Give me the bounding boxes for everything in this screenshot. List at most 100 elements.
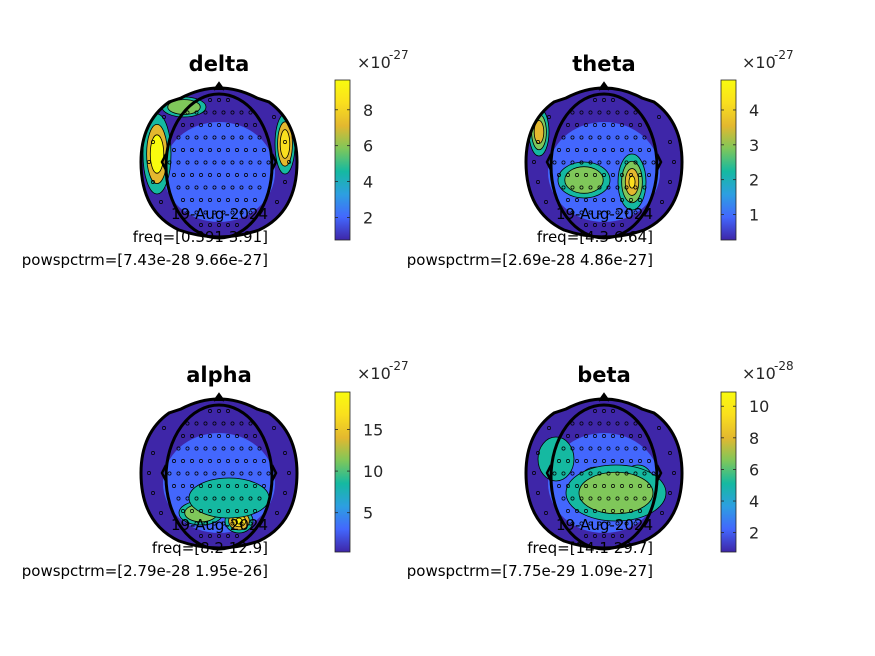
electrode bbox=[561, 185, 566, 190]
electrode bbox=[532, 160, 536, 164]
electrode bbox=[235, 148, 239, 152]
electrode bbox=[185, 471, 190, 476]
colorbar-multiplier: ×10 bbox=[742, 53, 776, 72]
electrode bbox=[248, 185, 253, 190]
electrode bbox=[606, 446, 611, 451]
electrode bbox=[212, 110, 217, 115]
panel-alpha: alpha 5 10 15 ×10 -27 19-Aug-2024 freq=[8.… bbox=[22, 359, 409, 580]
electrode bbox=[620, 223, 624, 227]
electrode bbox=[532, 471, 536, 475]
electrode bbox=[194, 421, 199, 426]
electrode bbox=[248, 135, 253, 140]
topoplot-beta bbox=[524, 392, 684, 551]
electrode bbox=[203, 471, 208, 476]
electrode bbox=[633, 421, 638, 426]
electrode bbox=[253, 434, 257, 438]
electrode bbox=[151, 491, 155, 495]
colorbar-alpha: 5 10 15 bbox=[334, 391, 383, 553]
colorbar-tick-label: 10 bbox=[363, 462, 383, 481]
electrode bbox=[176, 135, 181, 140]
electrode bbox=[579, 160, 584, 165]
electrode bbox=[642, 185, 647, 190]
electrode bbox=[651, 160, 656, 165]
electrode bbox=[239, 521, 244, 526]
electrode bbox=[575, 198, 579, 202]
electrode bbox=[660, 511, 664, 515]
electrode bbox=[624, 446, 629, 451]
electrode bbox=[620, 484, 624, 488]
electrode bbox=[629, 198, 633, 202]
electrode bbox=[253, 459, 257, 463]
electrode bbox=[162, 115, 166, 119]
electrode bbox=[536, 451, 540, 455]
electrode bbox=[611, 484, 615, 488]
electrode-markers bbox=[147, 409, 291, 538]
left-ear bbox=[545, 464, 553, 482]
electrode bbox=[226, 509, 230, 513]
electrode bbox=[611, 223, 615, 227]
left-ear bbox=[545, 153, 553, 171]
info-freq: freq=[8.2 12.9] bbox=[152, 539, 268, 557]
electrode bbox=[239, 446, 244, 451]
electrode bbox=[244, 509, 248, 513]
electrode bbox=[221, 160, 226, 165]
electrode bbox=[159, 200, 163, 204]
colorbar-exponent: -27 bbox=[389, 359, 409, 373]
electrode bbox=[561, 471, 566, 476]
electrode bbox=[199, 123, 203, 127]
info-date: 19-Aug-2024 bbox=[171, 205, 268, 223]
panel-title: theta bbox=[572, 52, 635, 76]
electrode bbox=[253, 484, 257, 488]
electrode bbox=[235, 198, 239, 202]
electrode bbox=[584, 534, 588, 538]
contour-level bbox=[149, 134, 165, 174]
electrode bbox=[230, 521, 235, 526]
electrode bbox=[575, 459, 579, 463]
electrode bbox=[584, 434, 588, 438]
electrode bbox=[244, 123, 248, 127]
electrode bbox=[557, 459, 561, 463]
electrode bbox=[185, 135, 190, 140]
electrode bbox=[579, 496, 584, 501]
electrode bbox=[253, 198, 257, 202]
electrode bbox=[570, 210, 575, 215]
colorbar-tick-label: 8 bbox=[749, 429, 759, 448]
electrode bbox=[283, 451, 287, 455]
electrode bbox=[287, 471, 291, 475]
electrode bbox=[579, 210, 584, 215]
electrode bbox=[602, 148, 606, 152]
electrode bbox=[217, 534, 221, 538]
electrode bbox=[584, 148, 588, 152]
electrode bbox=[172, 484, 176, 488]
electrode bbox=[615, 471, 620, 476]
electrode bbox=[579, 110, 584, 115]
colorbar-exponent: -28 bbox=[774, 359, 794, 373]
electrode bbox=[668, 491, 672, 495]
electrode bbox=[552, 160, 557, 165]
electrode bbox=[561, 446, 566, 451]
electrode bbox=[244, 434, 248, 438]
electrode bbox=[611, 534, 615, 538]
electrode bbox=[668, 140, 672, 144]
electrode bbox=[181, 123, 185, 127]
electrode bbox=[629, 434, 633, 438]
electrode bbox=[199, 148, 203, 152]
electrode bbox=[266, 160, 271, 165]
electrode bbox=[624, 471, 629, 476]
colorbar-tick-label: 6 bbox=[749, 460, 759, 479]
colorbar-tick-label: 1 bbox=[749, 206, 759, 225]
electrode bbox=[611, 98, 615, 102]
colorbar-tick-label: 8 bbox=[363, 101, 373, 120]
electrode bbox=[208, 98, 212, 102]
electrode bbox=[248, 471, 253, 476]
electrode bbox=[593, 223, 597, 227]
electrode bbox=[185, 110, 190, 115]
electrode bbox=[199, 223, 203, 227]
left-ear bbox=[160, 464, 168, 482]
electrode bbox=[651, 471, 656, 476]
electrode bbox=[588, 210, 593, 215]
electrode bbox=[239, 185, 244, 190]
electrode-markers bbox=[532, 409, 676, 538]
electrode bbox=[602, 223, 606, 227]
